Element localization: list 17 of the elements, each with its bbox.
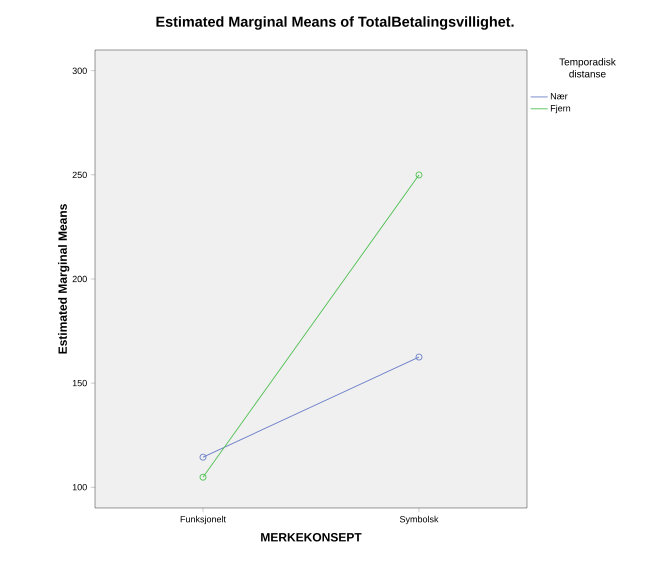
y-tick-label: 200 <box>72 276 87 282</box>
point <box>416 354 422 361</box>
point <box>200 474 206 481</box>
chart-title: Estimated Marginal Means of TotalBetalingsvillighet. <box>156 16 514 30</box>
point <box>200 454 206 461</box>
y-axis-title: Estimated Marginal Means <box>58 204 70 354</box>
x-axis-title: MERKEKONSEPT <box>261 533 362 542</box>
x-tick-label: Funksjonelt <box>180 516 226 524</box>
y-tick-label: 250 <box>72 172 87 178</box>
legend-label: Fjern <box>550 104 570 114</box>
point <box>416 171 422 178</box>
y-tick-label: 100 <box>72 484 87 490</box>
x-tick-label: Symbolsk <box>400 516 439 524</box>
y-tick-label: 150 <box>72 380 87 386</box>
y-tick-label: 300 <box>72 68 87 74</box>
legend-title: Temporadisk distanse <box>559 58 616 78</box>
legend-label: Nær <box>550 93 568 100</box>
